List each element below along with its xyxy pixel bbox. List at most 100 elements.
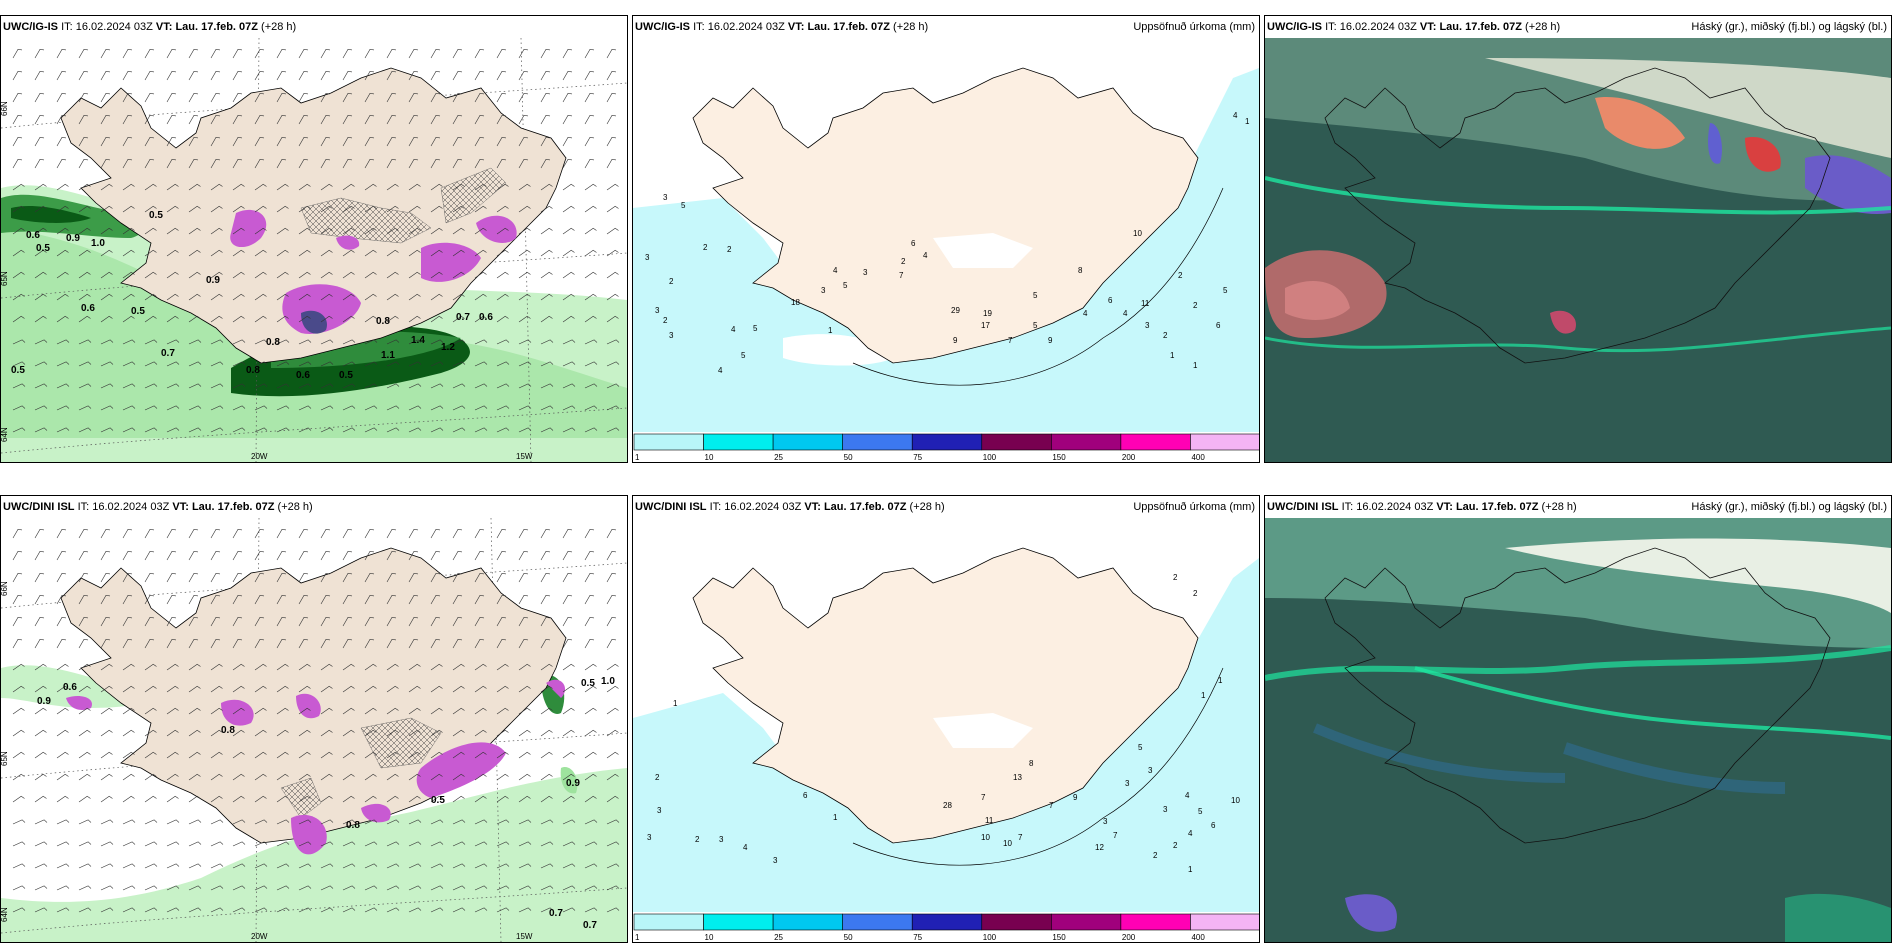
wind-barb [606,572,617,583]
wind-barb [606,773,619,781]
wind-barb [232,293,245,301]
wind-barb [342,293,355,301]
wind-barb [606,819,620,825]
wind-barb [34,638,45,649]
wind-barb [606,885,620,891]
wind-barb [166,685,179,693]
wind-barb [584,729,597,737]
wind-map: 0.6 0.5 0.9 1.0 0.5 0.6 0.5 0.8 0.7 0.6 … [1,38,627,462]
wind-barb [298,707,311,715]
wind-barb [452,685,465,693]
wind-barb [34,572,45,583]
wind-barb [562,594,573,605]
wind-barb [100,315,113,323]
precip-label: 4 [1123,309,1128,318]
wind-barb [122,183,135,191]
wind-barb [298,663,311,671]
it-label: IT: [693,21,705,33]
wind-barb [320,885,334,891]
wind-barb [452,729,465,737]
wind-barb [452,48,463,59]
wind-barb [100,114,111,125]
wind-barb [496,751,509,759]
panel-precip-igis: UWC/IG-IS IT: 16.02.2024 03Z VT: Lau. 17… [632,15,1260,463]
wind-barb [320,863,334,869]
wind-barb [364,315,377,323]
wind-barb [496,114,507,125]
precip-label: 9 [953,336,958,345]
wind-barb [540,315,553,323]
wind-barb [210,48,221,59]
wind-barb [34,293,47,301]
wind-barb [584,92,595,103]
wind-barb [100,205,113,213]
wind-barb [584,685,597,693]
wind-barb [210,729,223,737]
wind-barb [408,863,422,869]
wind-barb [166,819,180,825]
wind-barb [166,663,179,671]
wind-barb [364,594,375,605]
wind-barb [342,638,353,649]
wind-barb [56,427,70,433]
wind-barb [606,70,617,81]
wind-barb [320,205,333,213]
wind-barb [452,638,463,649]
precip-label: 3 [1103,817,1108,826]
wind-barb [364,427,378,433]
wind-barb [166,293,179,301]
panel-header: UWC/DINI ISL IT: 16.02.2024 03Z VT: Lau.… [633,496,1259,518]
wind-barb [78,271,91,279]
wind-barb [166,841,180,847]
wind-barb [78,907,92,913]
wind-barb [386,863,400,869]
wind-barb [452,885,466,891]
precip-label: 4 [731,325,736,334]
wind-barb [518,885,532,891]
wind-barb [320,183,333,191]
wind-barb [474,707,487,715]
init-time: 16.02.2024 03Z [1356,501,1434,513]
wind-barb [474,616,485,627]
precip-label: 8 [1078,266,1083,275]
wind-barb [496,183,509,191]
wind-barb [100,70,111,81]
wind-barb [100,271,113,279]
precip-label: 7 [1113,831,1118,840]
wind-barb [430,773,443,781]
wind-barb [276,48,287,59]
wind-barb [12,249,25,257]
wind-barb [430,528,441,539]
wind-barb [254,405,268,411]
wind-label: 0.9 [66,233,80,244]
wind-barb [606,339,620,345]
wind-barb [144,249,157,257]
wind-barb [342,383,356,389]
wind-barb [254,48,265,59]
wind-barb [100,92,111,103]
colorbar-tick-label: 25 [774,933,783,942]
wind-barb [408,249,421,257]
wind-barb [430,249,443,257]
wind-barb [386,361,400,367]
wind-barb [474,795,487,803]
wind-barb [606,48,617,59]
wind-barb [562,293,575,301]
wind-barb [78,594,89,605]
wind-barb [364,293,377,301]
wind-barb [342,751,355,759]
wind-barb [474,550,485,561]
panel-header: UWC/IG-IS IT: 16.02.2024 03Z VT: Lau. 17… [1,16,627,38]
wind-barb [430,594,441,605]
panel-header: UWC/DINI ISL IT: 16.02.2024 03Z VT: Lau.… [1265,496,1891,518]
wind-barb [386,271,399,279]
wind-barb [166,158,177,169]
wind-barb [342,361,356,367]
wind-barb [342,616,353,627]
wind-barb [210,114,221,125]
wind-barb [144,885,158,891]
wind-barb [122,751,135,759]
wind-barb [166,114,177,125]
wind-barb [166,885,180,891]
wind-barb [210,685,223,693]
